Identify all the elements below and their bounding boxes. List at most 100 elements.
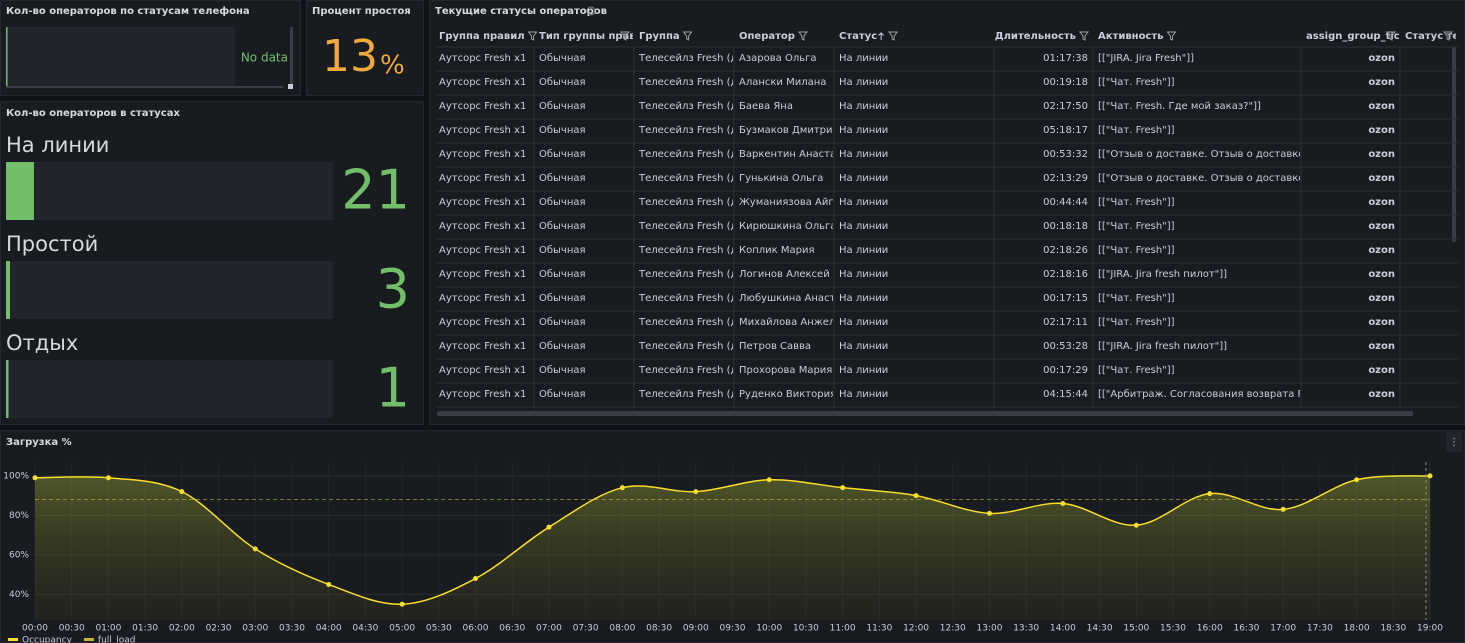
column-header[interactable]: assign_group_ticl: [1306, 31, 1403, 42]
x-tick-label: 02:30: [206, 624, 232, 634]
empty-box: [6, 27, 235, 86]
point: [326, 581, 332, 587]
point: [1207, 491, 1213, 497]
x-tick-label: 03:30: [279, 624, 305, 634]
cell: [["Арбитраж. Согласования возврата Fresh: [1098, 389, 1324, 400]
v-scrollbar[interactable]: [1452, 47, 1456, 242]
cell: Обычная: [539, 245, 586, 256]
column-header[interactable]: Тип группы прав: [539, 31, 636, 42]
point: [1280, 506, 1286, 512]
filter-icon: [1079, 31, 1089, 41]
panel-title: Загрузка %: [6, 437, 72, 448]
legend-label[interactable]: Occupancy: [22, 636, 73, 643]
x-tick-label: 05:00: [389, 624, 415, 634]
cell: Михайлова Анжела: [739, 317, 841, 328]
point: [766, 477, 772, 483]
cell: [["Чат. Fresh"]]: [1098, 365, 1175, 376]
legend-label[interactable]: full_load: [98, 636, 136, 643]
h-scrollbar[interactable]: [437, 411, 1413, 416]
x-tick-label: 09:00: [683, 624, 709, 634]
cell: [["Чат. Fresh"]]: [1098, 317, 1175, 328]
cell: Аутсорс Fresh x1: [439, 125, 526, 136]
scrollbar: [6, 86, 283, 88]
column-header[interactable]: Оператор: [739, 31, 795, 42]
empty-bar: [6, 27, 8, 86]
x-tick-label: 12:30: [940, 624, 966, 634]
cell: Аутсорс Fresh x1: [439, 197, 526, 208]
gauge-value: 1: [376, 357, 410, 420]
x-tick-label: 13:00: [977, 624, 1003, 634]
cell: Обычная: [539, 149, 586, 160]
point: [546, 524, 552, 530]
cell: 00:17:15: [1043, 293, 1088, 304]
point: [473, 576, 479, 582]
cell: Аутсорс Fresh x1: [439, 77, 526, 88]
cell: Телесейлз Fresh (до: [638, 125, 744, 136]
cell: Бузмаков Дмитрий: [739, 125, 839, 136]
cell: Аутсорс Fresh x1: [439, 341, 526, 352]
cell: ozon: [1368, 293, 1395, 304]
idle-unit: %: [380, 51, 405, 81]
y-tick-label: 60%: [9, 550, 29, 560]
cell: Телесейлз Fresh (до: [638, 269, 744, 280]
menu-button[interactable]: [1446, 432, 1462, 452]
idle-value: 13: [322, 31, 378, 82]
gauge-track: [6, 360, 333, 418]
gauge-bar: [6, 162, 34, 220]
column-header[interactable]: Длительность: [995, 31, 1076, 42]
filter-icon: [620, 31, 630, 41]
cell: Телесейлз Fresh (до: [638, 341, 744, 352]
cell: Обычная: [539, 317, 586, 328]
cell: ozon: [1368, 365, 1395, 376]
column-header[interactable]: Статус: [839, 31, 877, 42]
cell: Обычная: [539, 293, 586, 304]
cell: Телесейлз Fresh (до: [638, 173, 744, 184]
panel-title: Кол-во операторов в статусах: [6, 108, 180, 119]
column-header[interactable]: Активность: [1098, 31, 1163, 42]
column-header[interactable]: Статус теле: [1405, 31, 1465, 42]
panel-idle: [306, 0, 424, 96]
cell: ozon: [1368, 221, 1395, 232]
cell: Телесейлз Fresh (до: [638, 77, 744, 88]
cell: ozon: [1368, 125, 1395, 136]
cell: На линии: [839, 77, 888, 88]
column-header[interactable]: Группа: [639, 31, 680, 42]
cell: Аутсорс Fresh x1: [439, 389, 526, 400]
cell: Обычная: [539, 125, 586, 136]
cell: ozon: [1368, 53, 1395, 64]
cell: Обычная: [539, 389, 586, 400]
x-tick-label: 04:00: [316, 624, 342, 634]
cell: На линии: [839, 269, 888, 280]
info-icon[interactable]: [586, 6, 596, 16]
cell: Варкентин Анастаси: [739, 149, 848, 160]
cell: Прохорова Мария: [739, 365, 832, 376]
cell: Обычная: [539, 221, 586, 232]
x-tick-label: 17:00: [1270, 624, 1296, 634]
cell: Коплик Мария: [739, 245, 814, 256]
cell: Телесейлз Fresh (до: [638, 53, 744, 64]
x-tick-label: 05:30: [426, 624, 452, 634]
panel-title: Процент простоя: [312, 6, 411, 17]
cell: 05:18:17: [1043, 125, 1088, 136]
cell: [["JIRA. Jira fresh пилот"]]: [1098, 341, 1227, 352]
cell: 00:44:44: [1043, 197, 1088, 208]
scrollbar: [290, 27, 293, 89]
column-header[interactable]: Группа правил: [439, 31, 525, 42]
gauge-track: [6, 261, 333, 319]
x-tick-label: 19:00: [1417, 624, 1443, 634]
x-tick-label: 07:00: [536, 624, 562, 634]
cell: 00:17:29: [1043, 365, 1088, 376]
filter-icon: [1386, 31, 1396, 41]
cell: Обычная: [539, 365, 586, 376]
point: [105, 475, 111, 481]
filter-icon: [527, 31, 538, 41]
legend-swatch: [83, 638, 94, 641]
cell: [["Отзыв о доставке. Отзыв о доставке"]]: [1098, 149, 1317, 160]
cell: На линии: [839, 53, 888, 64]
cell: На линии: [839, 389, 888, 400]
no-data: No data: [241, 51, 288, 65]
cell: На линии: [839, 245, 888, 256]
cell: На линии: [839, 173, 888, 184]
cell: Аутсорс Fresh x1: [439, 365, 526, 376]
